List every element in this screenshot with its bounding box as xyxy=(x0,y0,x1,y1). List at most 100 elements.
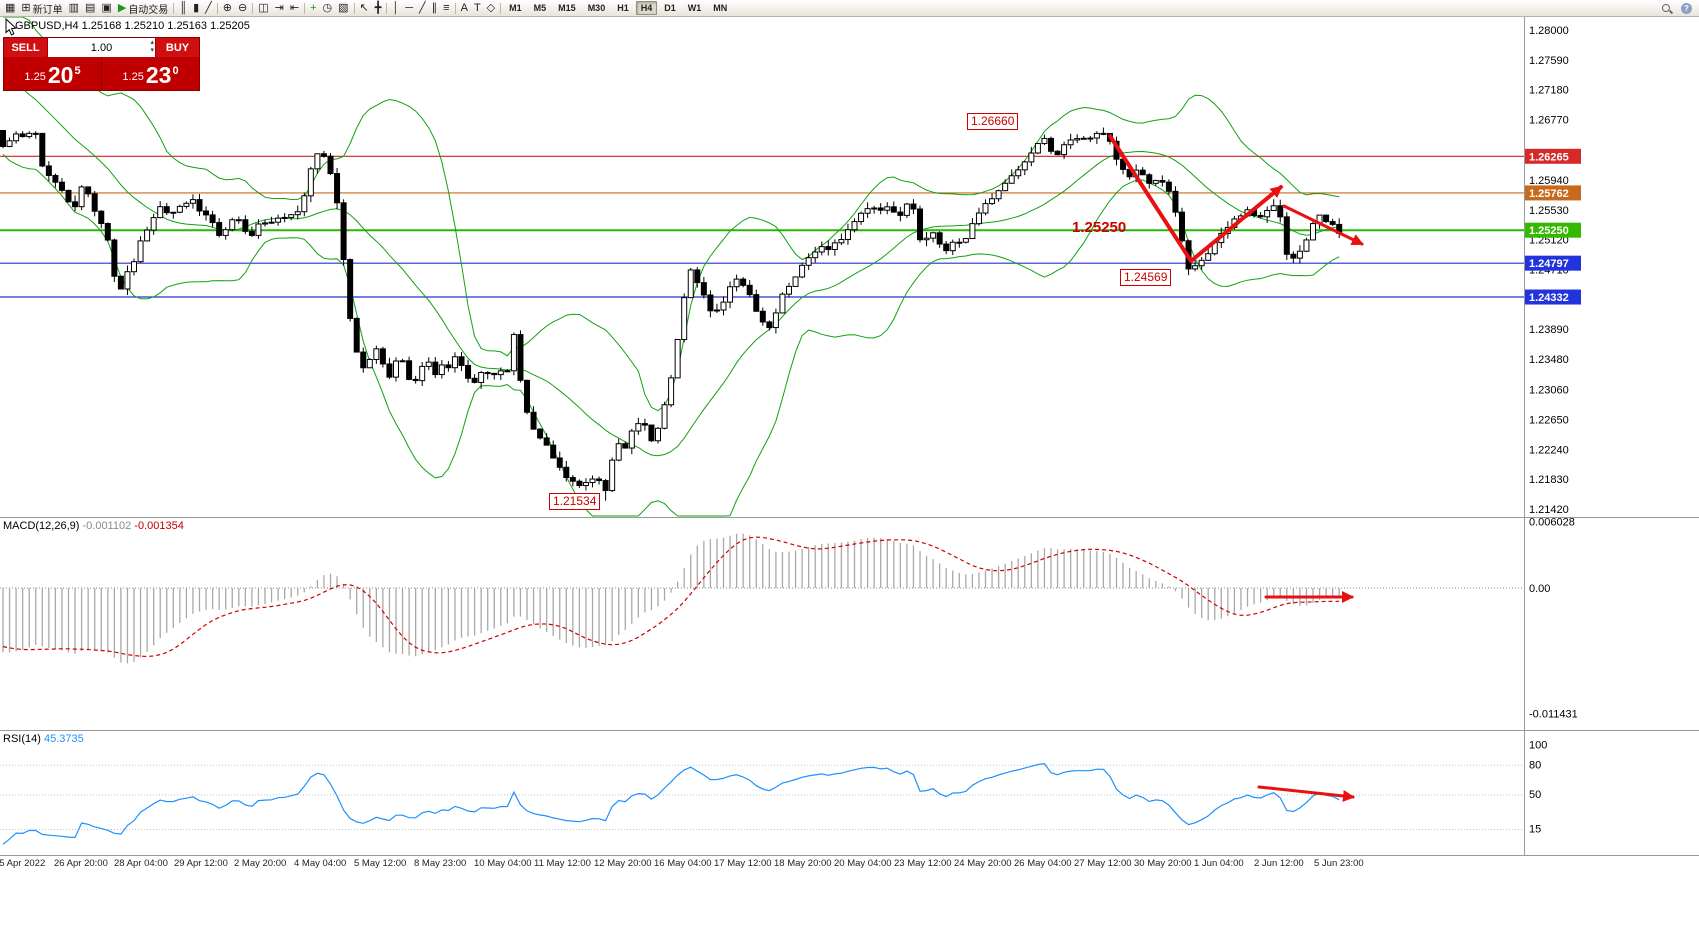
bar-chart-icon[interactable]: ║ xyxy=(176,0,190,16)
time-label: 17 May 12:00 xyxy=(714,858,772,869)
rsi-value: 45.3735 xyxy=(43,733,84,745)
volume-up-icon[interactable]: ▴ xyxy=(150,39,154,46)
new-order-icon: ⊞ xyxy=(21,2,31,14)
timeframe-m5[interactable]: M5 xyxy=(533,3,547,13)
timeframe-m15[interactable]: M15 xyxy=(558,3,576,13)
line-chart-icon: ╱ xyxy=(205,2,212,14)
templates-icon[interactable]: ▧ xyxy=(335,0,351,16)
buy-price-small: 1.25 xyxy=(122,71,144,83)
horizontal-line-icon[interactable]: ─ xyxy=(402,0,416,16)
market-watch-icon: ▥ xyxy=(68,2,80,14)
chart-shift-icon[interactable]: ⇤ xyxy=(287,0,302,16)
help-icon[interactable]: ? xyxy=(1678,0,1699,16)
data-window-icon: ▤ xyxy=(85,2,96,14)
time-label: 25 Apr 2022 xyxy=(0,858,45,869)
timeframe-w1[interactable]: W1 xyxy=(687,3,702,13)
axis-label: 1.23060 xyxy=(1529,385,1569,397)
axis-label: 1.25530 xyxy=(1529,205,1569,217)
trendline-icon: ╱ xyxy=(419,2,426,14)
terminal-icon[interactable]: ▣ xyxy=(98,0,114,16)
search-icon[interactable] xyxy=(1659,0,1678,16)
axis-label: 1.23890 xyxy=(1529,324,1569,336)
periods-icon[interactable]: ◷ xyxy=(320,0,336,16)
timeframe-h1[interactable]: H1 xyxy=(617,3,629,13)
axis-label: 50 xyxy=(1529,789,1541,801)
shapes-icon[interactable]: ◇ xyxy=(484,0,498,16)
axis-label: 100 xyxy=(1529,740,1547,752)
text-icon[interactable]: A xyxy=(458,0,471,16)
toolbar-separator xyxy=(173,2,175,14)
axis-label: 0.00 xyxy=(1529,583,1550,595)
crosshair-icon[interactable]: ╋ xyxy=(372,0,385,16)
toolbar: ▦ ⊞ 新订单 ▥ ▤ ▣ ▶ 自动交易 ║ ▮ ╱ ⊕ ⊖ ◫ ⇥ ⇤ + ◷ ▧ ↖ ╋ │ ─ ╱ ∥ ≡ A T ◇ M1 M5 M1… xyxy=(0,0,1699,17)
tile-windows-icon[interactable]: ◫ xyxy=(255,0,271,16)
volume-spinner[interactable]: ▴ ▾ xyxy=(150,39,154,55)
price-annotation[interactable]: 1.25250 xyxy=(1072,219,1127,236)
price-annotation[interactable]: 1.26660 xyxy=(967,113,1019,130)
timeframe-m30[interactable]: M30 xyxy=(587,3,606,13)
new-order-button[interactable]: ⊞ 新订单 xyxy=(18,0,65,16)
zoom-in-icon: ⊕ xyxy=(222,2,233,14)
timeframe-h4[interactable]: H4 xyxy=(635,1,658,15)
axis-label: 80 xyxy=(1529,759,1541,771)
axis-label: 1.22650 xyxy=(1529,414,1569,426)
axis-label: 1.26770 xyxy=(1529,115,1569,127)
trend-arrow[interactable] xyxy=(1257,785,1355,802)
price-annotation[interactable]: 1.21534 xyxy=(549,493,601,510)
price-annotation[interactable]: 1.24569 xyxy=(1120,269,1172,286)
fibonacci-icon: ≡ xyxy=(443,2,450,14)
volume-down-icon[interactable]: ▾ xyxy=(150,47,154,54)
data-window-icon[interactable]: ▤ xyxy=(82,0,98,16)
time-label: 12 May 20:00 xyxy=(594,858,652,869)
axis-label: 0.006028 xyxy=(1529,517,1575,529)
time-label: 2 Jun 12:00 xyxy=(1254,858,1304,869)
new-chart-icon[interactable]: ▦ xyxy=(2,0,18,16)
periods-icon: ◷ xyxy=(322,2,333,14)
macd-value: -0.001102 xyxy=(82,520,132,532)
auto-scroll-icon[interactable]: ⇥ xyxy=(272,0,287,16)
timeframe-mn[interactable]: MN xyxy=(713,3,728,13)
buy-button[interactable]: BUY xyxy=(155,38,199,57)
sell-price[interactable]: 1.25 20 5 xyxy=(4,57,101,90)
toolbar-separator xyxy=(252,2,254,14)
sell-price-small: 1.25 xyxy=(24,71,46,83)
autotrading-button-label: 自动交易 xyxy=(128,4,169,16)
magnifier-glyph xyxy=(1662,4,1670,12)
timeframe-d1[interactable]: D1 xyxy=(664,3,676,13)
text-label-icon[interactable]: T xyxy=(471,0,484,16)
zoom-in-icon[interactable]: ⊕ xyxy=(220,0,235,16)
macd-signal-value: -0.001354 xyxy=(134,520,184,532)
toolbar-separator xyxy=(216,2,218,14)
vertical-line-icon[interactable]: │ xyxy=(389,0,402,16)
trendline-icon[interactable]: ╱ xyxy=(416,0,429,16)
candlestick-chart-icon[interactable]: ▮ xyxy=(190,0,202,16)
toolbar-separator xyxy=(304,2,306,14)
line-chart-icon[interactable]: ╱ xyxy=(202,0,215,16)
sell-button[interactable]: SELL xyxy=(4,38,48,57)
time-label: 18 May 20:00 xyxy=(774,858,832,869)
market-watch-icon[interactable]: ▥ xyxy=(66,0,82,16)
volume-input[interactable]: 1.00 ▴ ▾ xyxy=(48,38,155,57)
toolbar-separator xyxy=(454,2,456,14)
buy-price-big: 23 xyxy=(145,62,172,88)
timeframe-m1[interactable]: M1 xyxy=(509,3,522,13)
time-label: 24 May 20:00 xyxy=(954,858,1012,869)
trend-arrow[interactable] xyxy=(1108,134,1193,263)
autotrading-button[interactable]: ▶ 自动交易 xyxy=(115,0,171,16)
auto-scroll-icon: ⇥ xyxy=(274,2,284,14)
channel-icon[interactable]: ∥ xyxy=(429,0,441,16)
cursor-icon[interactable]: ↖ xyxy=(357,0,372,16)
buy-price[interactable]: 1.25 23 0 xyxy=(101,57,199,90)
indicators-icon[interactable]: + xyxy=(307,0,319,16)
trend-arrow[interactable] xyxy=(1189,185,1283,263)
zoom-out-icon[interactable]: ⊖ xyxy=(235,0,250,16)
tile-windows-icon: ◫ xyxy=(258,2,269,14)
time-label: 2 May 20:00 xyxy=(234,858,286,869)
fibonacci-icon[interactable]: ≡ xyxy=(440,0,452,16)
trend-arrow[interactable] xyxy=(1282,204,1364,246)
time-label: 20 May 04:00 xyxy=(834,858,892,869)
time-label: 1 Jun 04:00 xyxy=(1194,858,1244,869)
indicators-icon: + xyxy=(310,2,317,14)
